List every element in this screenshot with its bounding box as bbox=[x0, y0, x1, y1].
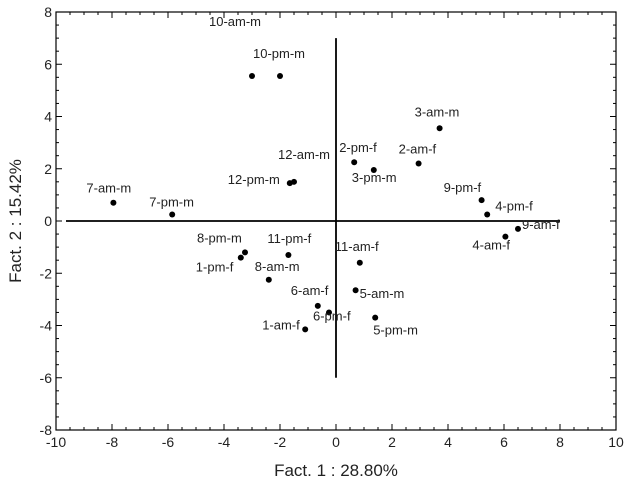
x-tick-label: -8 bbox=[106, 434, 119, 450]
y-tick-label: 2 bbox=[44, 161, 52, 177]
x-tick-label: 8 bbox=[556, 434, 564, 450]
point-label: 4-am-f bbox=[472, 238, 510, 253]
data-point bbox=[285, 251, 292, 258]
y-tick-label: 8 bbox=[44, 4, 52, 20]
point-label: 7-pm-m bbox=[149, 194, 194, 209]
point-label: 1-am-f bbox=[262, 317, 300, 332]
data-points bbox=[110, 73, 521, 333]
data-point bbox=[484, 211, 491, 218]
y-axis-label: Fact. 2 : 15.42% bbox=[6, 159, 25, 283]
data-point bbox=[277, 73, 283, 80]
point-label: 11-pm-f bbox=[267, 231, 311, 246]
data-point bbox=[352, 287, 359, 294]
x-tick-label: 6 bbox=[500, 434, 508, 450]
y-tick-label: 0 bbox=[44, 213, 52, 229]
x-tick-label: -6 bbox=[162, 434, 175, 450]
data-point bbox=[265, 276, 272, 283]
y-tick-label: -8 bbox=[40, 422, 53, 438]
data-point bbox=[286, 180, 293, 187]
x-tick-labels: -10 -8 -6 -4 -2 0 2 4 6 8 10 bbox=[46, 434, 624, 450]
x-axis-label: Fact. 1 : 28.80% bbox=[274, 461, 398, 480]
data-point bbox=[436, 125, 443, 132]
point-labels: 10-am-m 10-pm-m 3-am-m 2-pm-f 2-am-f3-pm-m 12… bbox=[86, 14, 560, 338]
point-label: 5-am-m bbox=[360, 286, 405, 301]
data-point bbox=[249, 73, 255, 80]
point-label: 6-am-f bbox=[291, 283, 329, 298]
point-label: 7-am-m bbox=[86, 181, 131, 196]
y-tick-label: 6 bbox=[44, 56, 52, 72]
data-point bbox=[314, 302, 321, 309]
data-point bbox=[242, 249, 248, 256]
data-point bbox=[326, 309, 332, 316]
y-tick-label: -2 bbox=[40, 265, 53, 281]
point-label: 3-am-m bbox=[415, 104, 460, 119]
point-label: 11-am-f bbox=[335, 239, 379, 254]
data-point bbox=[351, 159, 358, 166]
major-ticks bbox=[55, 11, 617, 431]
point-label: 8-pm-m bbox=[197, 230, 242, 245]
x-tick-label: -2 bbox=[274, 434, 287, 450]
y-tick-labels: -8 -6 -4 -2 0 2 4 6 8 bbox=[40, 4, 53, 438]
point-label: 12-am-m bbox=[278, 147, 330, 162]
data-point bbox=[370, 167, 377, 174]
y-tick-label: 4 bbox=[44, 109, 52, 125]
data-point bbox=[515, 225, 521, 232]
x-tick-label: -10 bbox=[46, 434, 66, 450]
x-tick-label: -4 bbox=[218, 434, 231, 450]
minor-ticks bbox=[56, 12, 616, 430]
data-point bbox=[169, 211, 176, 218]
data-point bbox=[502, 233, 509, 240]
point-label: 6-pm-f bbox=[313, 308, 351, 323]
point-label: 5-pm-m bbox=[373, 323, 418, 338]
point-label: 9-am-f bbox=[522, 217, 560, 232]
point-label: 1-pm-f bbox=[196, 260, 234, 275]
data-point bbox=[372, 314, 379, 321]
point-label: 3-pm-m bbox=[352, 170, 397, 185]
point-label: 2-pm-f bbox=[339, 140, 377, 155]
point-label: 10-am-m bbox=[209, 14, 261, 29]
x-tick-label: 2 bbox=[388, 434, 396, 450]
x-tick-label: 10 bbox=[608, 434, 624, 450]
y-tick-label: -6 bbox=[40, 370, 53, 386]
point-label: 10-pm-m bbox=[253, 46, 305, 61]
data-point bbox=[415, 160, 422, 167]
point-label: 9-pm-f bbox=[444, 180, 482, 195]
y-tick-label: -4 bbox=[40, 318, 53, 334]
x-tick-label: 0 bbox=[332, 434, 340, 450]
point-label: 4-pm-f bbox=[495, 198, 533, 213]
data-point bbox=[302, 326, 309, 333]
point-label: 2-am-f bbox=[399, 142, 437, 157]
data-point bbox=[110, 199, 117, 206]
data-point bbox=[237, 254, 244, 261]
point-label: 8-am-m bbox=[255, 259, 300, 274]
data-point bbox=[356, 259, 363, 266]
x-tick-label: 4 bbox=[444, 434, 452, 450]
point-label: 12-pm-m bbox=[228, 172, 280, 187]
data-point bbox=[478, 197, 485, 204]
